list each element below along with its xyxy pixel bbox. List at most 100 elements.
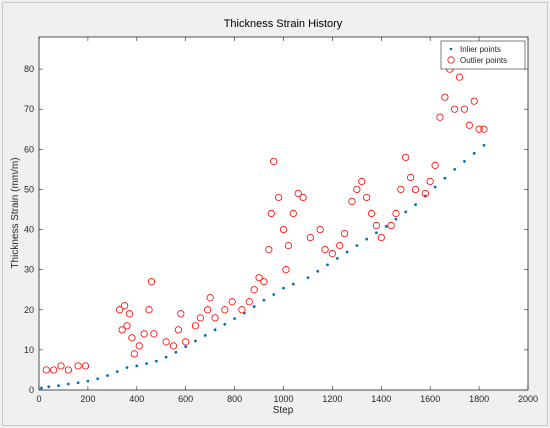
outlier-point [358,177,366,186]
inlier-point [66,382,70,386]
inlier-point [203,334,207,337]
inlier-point [174,350,178,354]
inlier-point [154,359,158,363]
outlier-point [238,306,246,314]
y-tick-label: 50 [24,184,34,194]
legend-box [440,40,526,70]
inlier-point [164,355,168,359]
x-tick-label: 200 [80,394,95,404]
inlier-point [345,250,349,254]
outlier-point [191,322,200,330]
inlier-point [414,203,417,207]
inlier-point [57,384,60,387]
outlier-point [480,125,488,133]
outlier-point [245,298,253,306]
inlier-point [184,345,188,349]
outlier-point [64,366,72,374]
inlier-point [453,167,457,171]
inlier-point [394,217,398,221]
outlier-point [336,241,344,250]
y-tick-label: 0 [29,385,34,395]
inlier-point [472,151,476,155]
y-tick-label: 30 [24,265,34,275]
x-axis-label: Step [273,405,294,416]
outlier-point [455,73,464,81]
inlier-point [355,244,359,247]
outlier-point [118,326,126,334]
outlier-point [451,105,459,113]
outlier-point [470,97,478,105]
outlier-point [436,113,444,121]
inlier-point [272,293,276,296]
inlier-point [443,176,447,180]
outlier-point [250,286,258,294]
outlier-point [174,326,182,334]
outlier-point [265,246,273,254]
outlier-point [74,362,82,370]
inlier-point [335,257,339,260]
y-tick-label: 80 [24,64,34,74]
outlier-point [50,366,58,374]
outlier-point [421,189,429,198]
outlier-point [426,177,434,186]
outlier-point [465,121,473,129]
outlier-point [57,362,65,370]
outlier-point [42,366,50,374]
chart-title: Thickness Strain History [224,18,343,30]
x-tick-label: 600 [178,394,193,404]
outlier-point [196,314,204,322]
outlier-point [140,330,148,338]
outlier-point [120,302,129,310]
inlier-point [96,377,100,381]
legend-inlier-marker [449,47,453,51]
outlier-point [145,306,153,314]
y-tick-label: 40 [24,225,34,235]
y-tick-label: 10 [24,345,34,355]
scatter-chart: 0 200 400 600 800 1000 1200 1400 1600 1800 2000 0 1… [10,18,538,416]
outlier-point [475,125,483,133]
outlier-point [363,193,371,202]
inlier-point [40,386,43,390]
outlier-point [128,334,136,342]
outlier-point [125,310,134,318]
outlier-point [372,221,381,230]
x-tick-label: 800 [227,394,242,404]
inlier-point [282,286,285,290]
outlier-point [228,298,236,306]
x-tick-label: 0 [36,394,41,404]
inlier-point [86,379,90,383]
outlier-point [289,209,297,218]
outlier-point [267,209,275,218]
inlier-point [115,370,119,373]
outlier-point [306,233,314,242]
inlier-point [106,374,109,377]
outlier-point [431,161,439,169]
inlier-point [76,381,80,385]
outlier-point [182,338,190,346]
inlier-point [433,185,437,189]
outlier-point [279,225,288,234]
outlier-point [123,322,131,330]
outlier-point [387,221,395,230]
legend-inlier-label: Inlier points [460,45,501,54]
outlier-point [147,278,156,286]
outlier-point [221,306,229,314]
outlier-point [282,266,290,274]
outlier-point [135,342,143,350]
inlier-point [135,364,139,368]
outlier-point [275,193,283,202]
outlier-point [367,209,376,218]
outlier-point [162,338,170,346]
outlier-point [260,278,268,286]
outlier-point [177,310,185,318]
inlier-point [463,159,466,163]
inlier-point [213,328,217,332]
legend-outlier-label: Outlier points [460,56,507,65]
outlier-point [341,229,349,238]
x-tick-label: 1600 [420,394,440,404]
outlier-point [270,157,278,165]
y-tick-label: 70 [24,104,34,114]
legend: Inlier points Outlier points [440,40,526,70]
inlier-point [375,231,378,235]
